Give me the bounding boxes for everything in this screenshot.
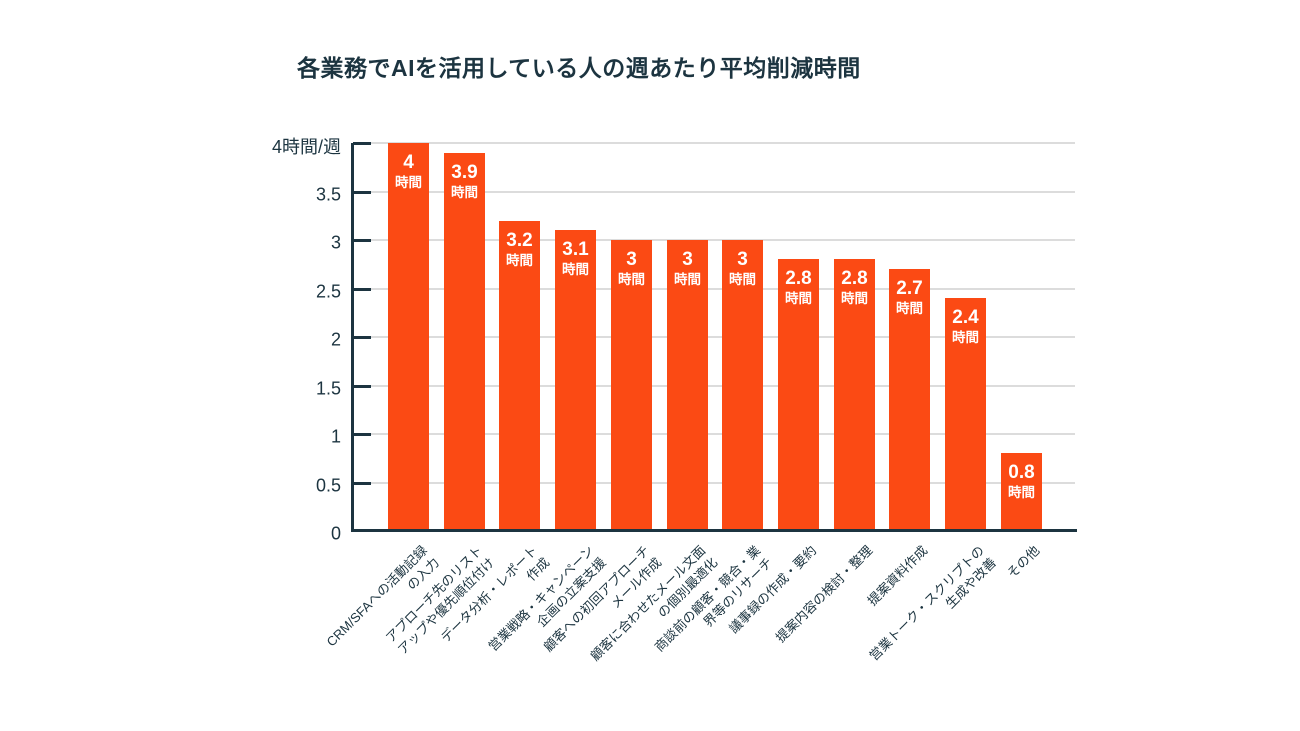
bar-value-label-3: 3.2 時間 — [499, 230, 540, 268]
y-tick-label-1.5: 1.5 — [315, 378, 341, 399]
grid-line-2.5 — [353, 288, 1075, 290]
bar-value-label-9: 2.8 時間 — [834, 268, 875, 306]
bar-value-unit: 時間 — [562, 261, 589, 277]
bar-value-number: 3.9 — [451, 162, 478, 183]
y-tick-mark-0.5 — [353, 482, 371, 485]
bar-value-unit: 時間 — [451, 184, 478, 200]
bar-2: 3.9 時間 — [444, 153, 485, 531]
bar-4: 3.1 時間 — [555, 230, 596, 531]
bar-value-number: 3 — [737, 249, 748, 270]
y-tick-label-0.5: 0.5 — [315, 475, 341, 496]
y-tick-mark-3 — [353, 239, 371, 242]
bar-value-label-12: 0.8 時間 — [1001, 462, 1042, 500]
bar-value-label-8: 2.8 時間 — [778, 268, 819, 306]
bar-3: 3.2 時間 — [499, 221, 540, 531]
bar-value-unit: 時間 — [618, 271, 645, 287]
bar-value-number: 0.8 — [1008, 462, 1035, 483]
bar-value-label-5: 3 時間 — [611, 249, 652, 287]
bar-1: 4 時間 — [388, 143, 429, 531]
bar-6: 3 時間 — [667, 240, 708, 531]
y-tick-label-4: 4時間/週 — [271, 137, 341, 157]
bar-value-unit: 時間 — [896, 300, 923, 316]
bar-value-unit: 時間 — [506, 252, 533, 268]
bar-value-number: 2.4 — [952, 307, 979, 328]
bar-12: 0.8 時間 — [1001, 453, 1042, 531]
bar-value-unit: 時間 — [785, 290, 812, 306]
bar-value-unit: 時間 — [674, 271, 701, 287]
bar-value-unit: 時間 — [1008, 484, 1035, 500]
bar-value-number: 2.8 — [841, 268, 868, 289]
x-axis-line — [351, 529, 1077, 532]
grid-line-3 — [353, 239, 1075, 241]
bar-5: 3 時間 — [611, 240, 652, 531]
x-category-label-12: その他 — [1004, 542, 1043, 581]
bar-value-number: 2.8 — [785, 268, 812, 289]
bar-value-unit: 時間 — [395, 174, 422, 190]
y-tick-mark-3.5 — [353, 191, 371, 194]
bar-value-label-1: 4 時間 — [388, 152, 429, 190]
y-tick-mark-1.5 — [353, 385, 371, 388]
bar-value-number: 2.7 — [896, 278, 923, 299]
x-category-label-11: 営業トーク・スクリプトの 生成や改善 — [866, 542, 999, 664]
bar-value-unit: 時間 — [729, 271, 756, 287]
x-category-label-9: 提案内容の検討・整理 — [773, 542, 876, 646]
y-tick-mark-2.5 — [353, 288, 371, 291]
bar-10: 2.7 時間 — [889, 269, 930, 531]
grid-line-1.5 — [353, 385, 1075, 387]
bar-value-label-11: 2.4 時間 — [945, 307, 986, 345]
grid-line-4 — [353, 142, 1075, 144]
bar-value-number: 3 — [682, 249, 693, 270]
y-tick-mark-4 — [353, 142, 371, 145]
y-tick-label-1: 1 — [330, 426, 341, 447]
bar-value-number: 3.2 — [506, 230, 533, 251]
y-axis-line — [351, 143, 354, 532]
grid-line-1 — [353, 433, 1075, 435]
y-tick-label-3.5: 3.5 — [315, 184, 341, 205]
bar-value-label-10: 2.7 時間 — [889, 278, 930, 316]
bar-8: 2.8 時間 — [778, 259, 819, 531]
y-tick-mark-2 — [353, 336, 371, 339]
bar-value-number: 3 — [626, 249, 637, 270]
bar-value-label-2: 3.9 時間 — [444, 162, 485, 200]
bar-value-label-4: 3.1 時間 — [555, 239, 596, 277]
grid-line-3.5 — [353, 191, 1075, 193]
y-tick-label-2.5: 2.5 — [315, 281, 341, 302]
bar-7: 3 時間 — [722, 240, 763, 531]
bar-value-unit: 時間 — [952, 329, 979, 345]
bar-value-unit: 時間 — [841, 290, 868, 306]
bar-11: 2.4 時間 — [945, 298, 986, 531]
y-tick-label-3: 3 — [330, 232, 341, 253]
bar-value-label-7: 3 時間 — [722, 249, 763, 287]
bar-9: 2.8 時間 — [834, 259, 875, 531]
chart-title: 各業務でAIを活用している人の週あたり平均削減時間 — [297, 55, 861, 81]
y-tick-label-0: 0 — [330, 523, 341, 544]
bar-value-label-6: 3 時間 — [667, 249, 708, 287]
y-tick-label-2: 2 — [330, 329, 341, 350]
bar-value-number: 4 — [403, 152, 414, 173]
grid-line-0.5 — [353, 482, 1075, 484]
grid-line-2 — [353, 336, 1075, 338]
y-tick-mark-1 — [353, 433, 371, 436]
bar-value-number: 3.1 — [562, 239, 589, 260]
